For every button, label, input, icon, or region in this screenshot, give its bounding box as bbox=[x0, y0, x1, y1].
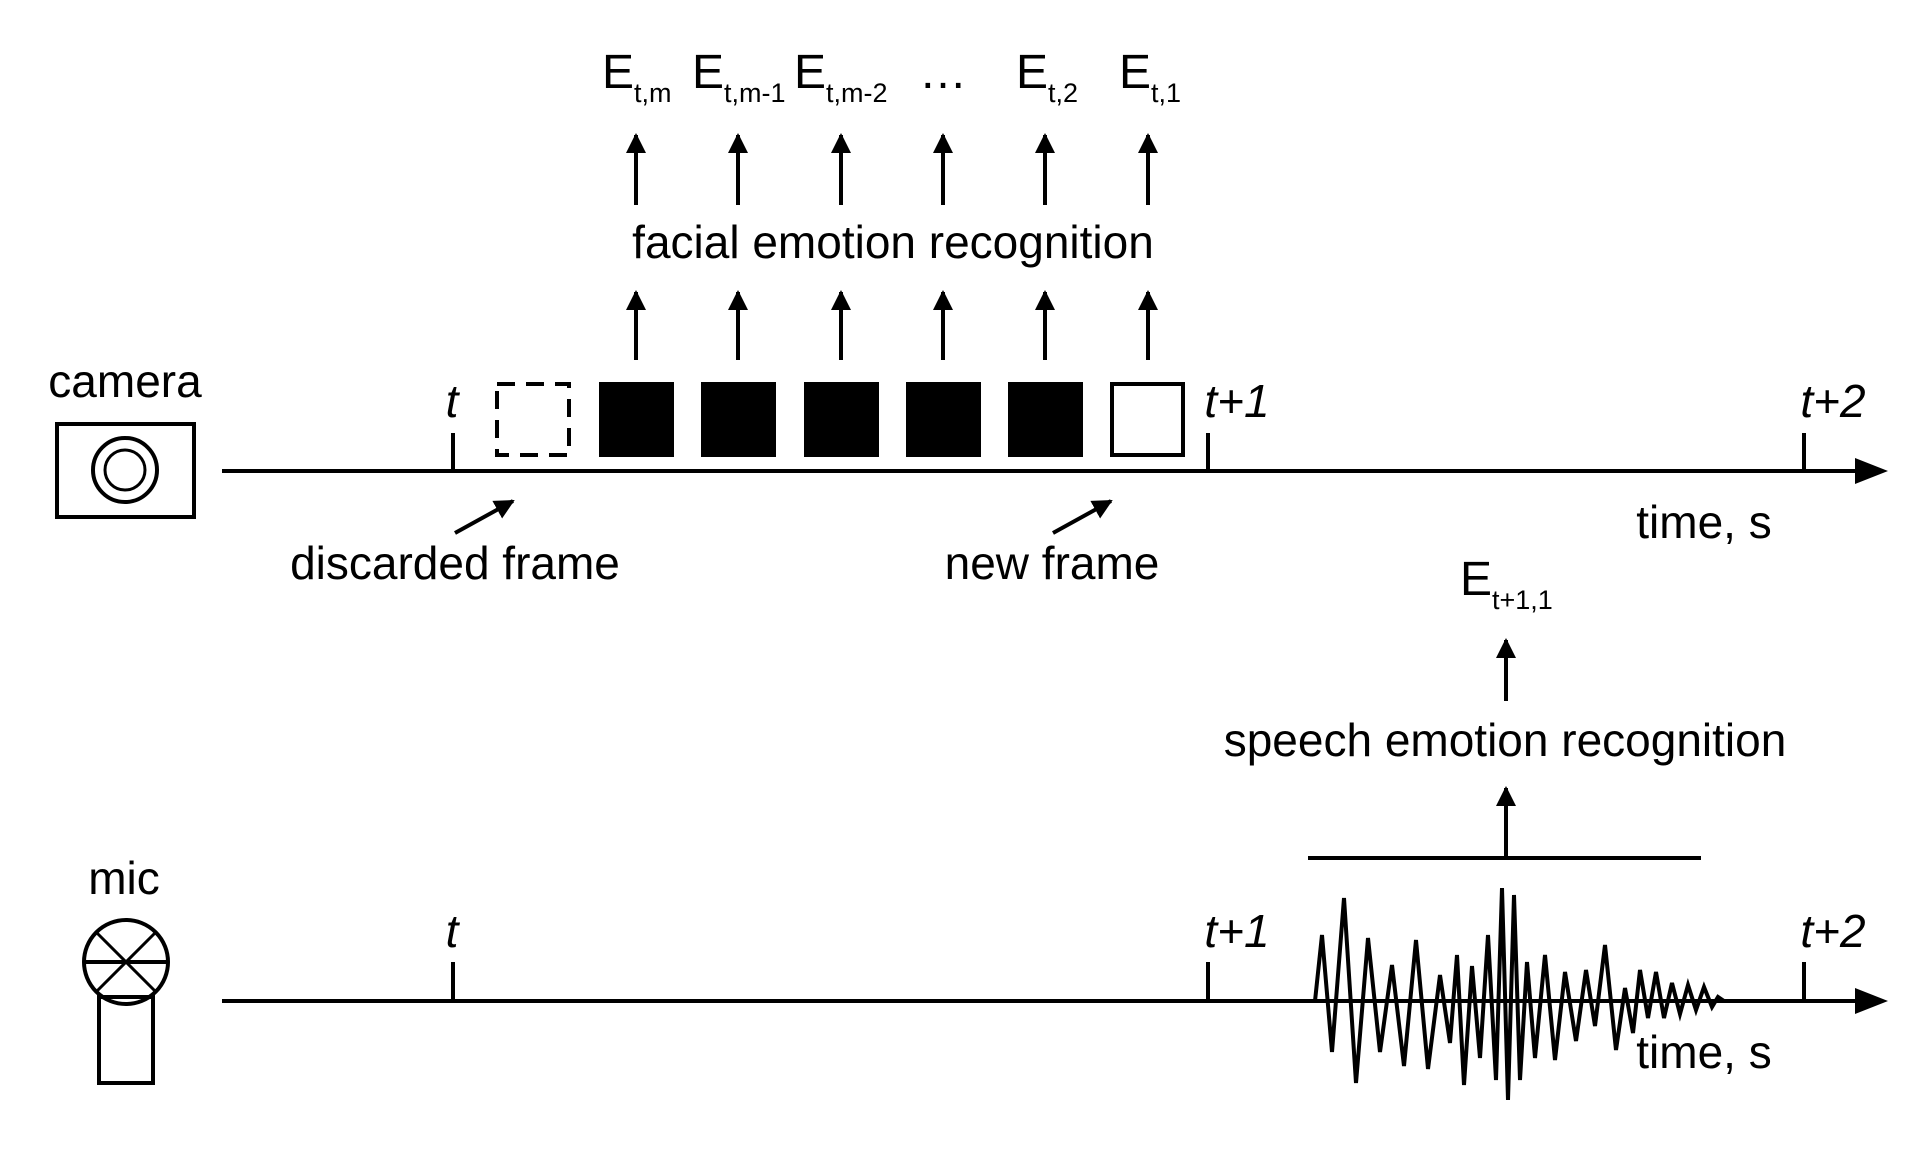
emotion-output: Et,m-2 bbox=[794, 46, 888, 108]
processed-frame bbox=[701, 382, 776, 457]
speech-emotion-recognition-label: speech emotion recognition bbox=[1224, 714, 1787, 766]
audio-waveform bbox=[1313, 887, 1726, 1101]
camera-time-axis bbox=[222, 433, 1888, 484]
emotion-output: Et,m-1 bbox=[692, 46, 786, 108]
new-frame-label: new frame bbox=[945, 537, 1160, 589]
mic-tick-t: t bbox=[446, 905, 461, 957]
processed-frame bbox=[804, 382, 879, 457]
camera-tick-t-plus-1: t+1 bbox=[1204, 375, 1269, 427]
discarded-frame-pointer-arrow bbox=[454, 499, 515, 535]
emotion-output: Et,1 bbox=[1119, 46, 1181, 108]
speech-emotion-output: Et+1,1 bbox=[1460, 553, 1553, 615]
recognition-to-output-arrows bbox=[626, 133, 1158, 205]
mic-tick-t-plus-2: t+2 bbox=[1800, 905, 1865, 957]
emotion-output-ellipsis: … bbox=[919, 46, 967, 99]
mic-tick-t-plus-1: t+1 bbox=[1204, 905, 1269, 957]
camera-label: camera bbox=[48, 355, 202, 407]
facial-emotion-recognition-label: facial emotion recognition bbox=[632, 216, 1154, 268]
new-frame-pointer-arrow bbox=[1052, 499, 1113, 535]
new-frame bbox=[1110, 382, 1185, 457]
camera-tick-t-plus-2: t+2 bbox=[1800, 375, 1865, 427]
mic-label: mic bbox=[88, 852, 160, 904]
emotion-output: Et,m bbox=[602, 46, 672, 108]
mic-axis-label: time, s bbox=[1636, 1026, 1771, 1078]
camera-icon bbox=[55, 422, 196, 519]
camera-axis-label: time, s bbox=[1636, 496, 1771, 548]
frame-to-recognition-arrows bbox=[626, 290, 1158, 360]
camera-tick-t: t bbox=[446, 375, 461, 427]
processed-frame bbox=[599, 382, 674, 457]
discarded-frame bbox=[495, 382, 571, 457]
microphone-icon bbox=[82, 918, 170, 1085]
discarded-frame-label: discarded frame bbox=[290, 537, 620, 589]
emotion-output: Et,2 bbox=[1016, 46, 1078, 108]
processed-frame bbox=[906, 382, 981, 457]
processed-frame bbox=[1008, 382, 1083, 457]
